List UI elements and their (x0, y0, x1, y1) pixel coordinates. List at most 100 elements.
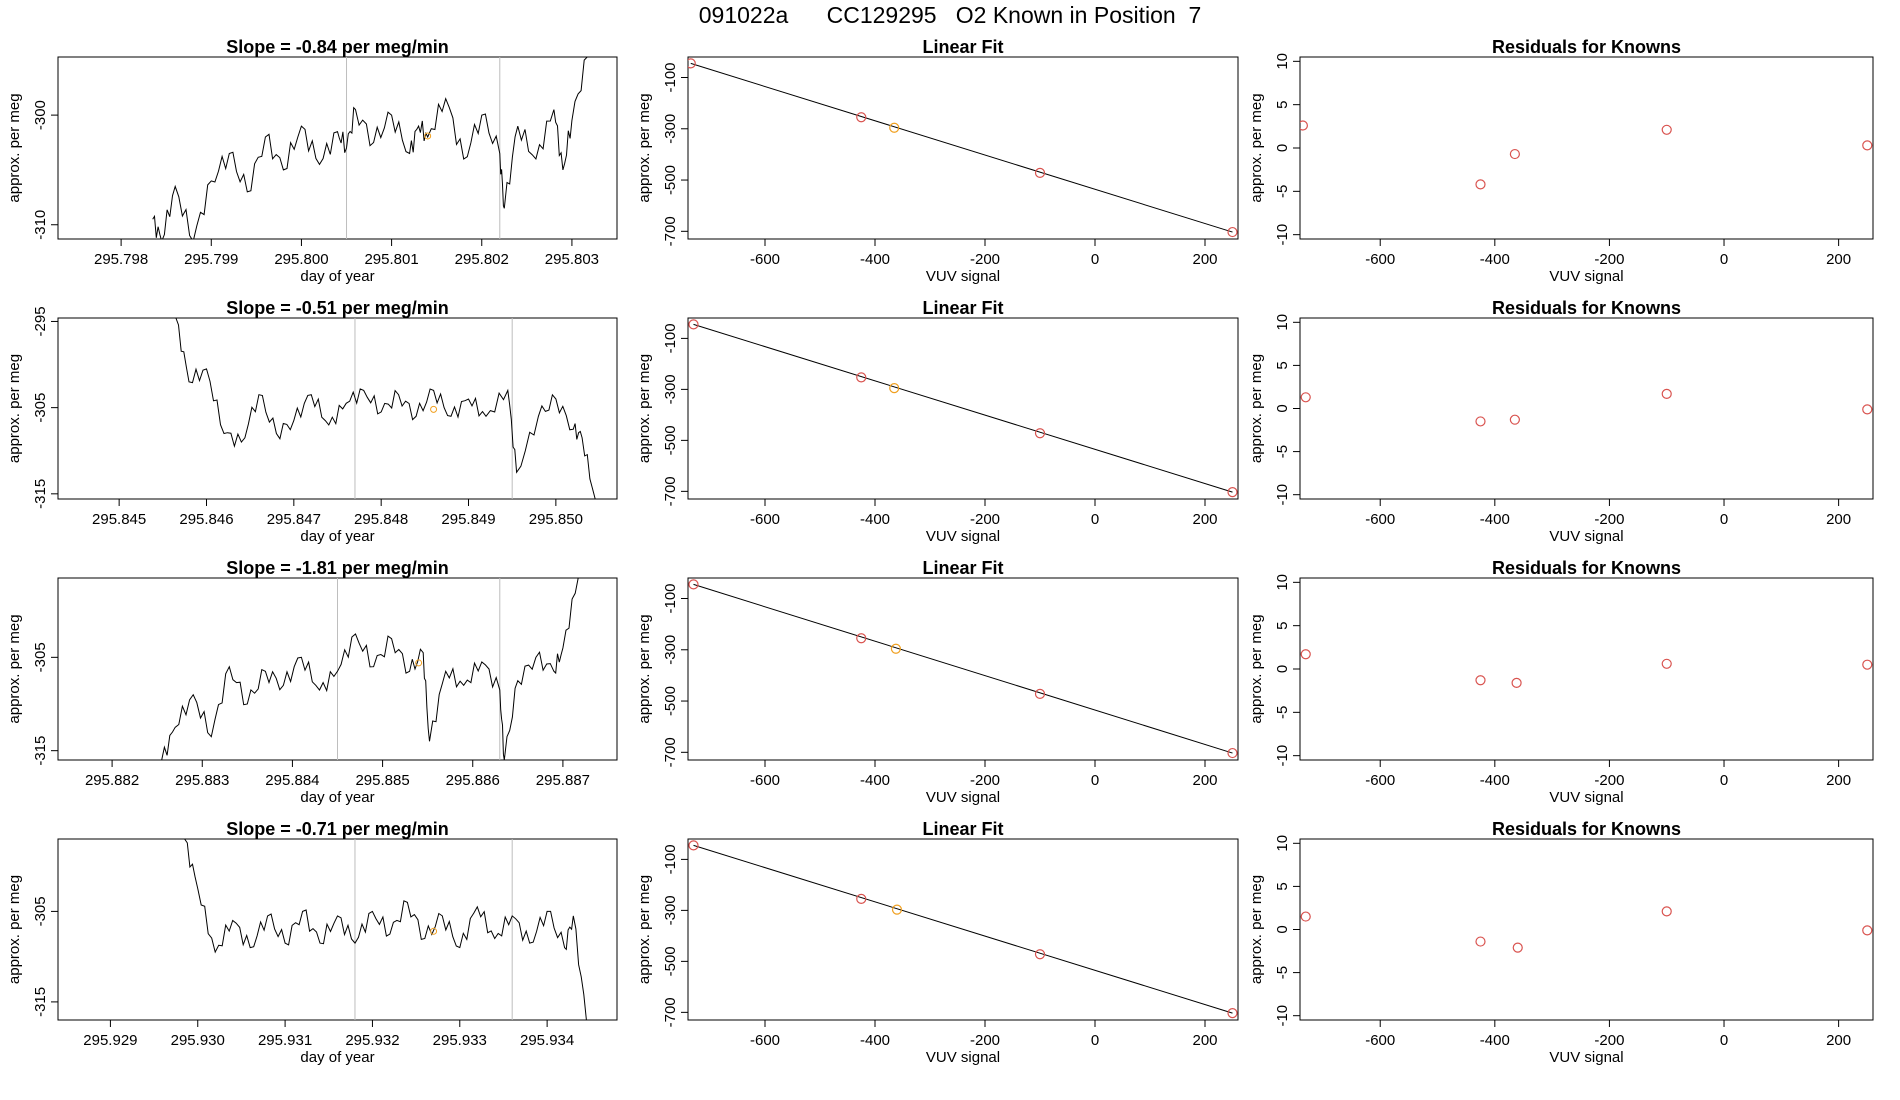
chart-title: Slope = -1.81 per meg/min (226, 558, 449, 578)
chart-title: Linear Fit (922, 819, 1003, 839)
x-tick-label: -200 (970, 511, 1000, 528)
x-tick-label: 0 (1720, 1032, 1728, 1049)
plot-frame (1299, 838, 1874, 1021)
series-line (161, 578, 579, 760)
data-point (1511, 677, 1522, 688)
x-axis-label: VUV signal (1549, 528, 1623, 545)
data-point (889, 383, 900, 394)
data-point (856, 633, 867, 644)
x-tick-label: -400 (860, 251, 890, 268)
y-tick-label: 10 (1274, 314, 1291, 331)
plot-frame (1299, 317, 1874, 500)
y-tick-label: -310 (32, 210, 49, 240)
y-tick-label: -305 (32, 896, 49, 926)
highlight-point (430, 405, 438, 413)
x-tick-label: 200 (1826, 251, 1851, 268)
x-tick-label: -600 (1365, 251, 1395, 268)
y-tick-label: -10 (1274, 745, 1291, 767)
chart-panel-timeseries-2: Slope = -0.51 per meg/min 295.845 295.846 2… (6, 298, 618, 545)
plot-area (1300, 120, 1873, 190)
y-tick-label: -500 (662, 425, 679, 455)
x-tick-label: 0 (1720, 772, 1728, 789)
chart-title: Residuals for Knowns (1492, 819, 1681, 839)
x-tick-label: 295.931 (258, 1032, 312, 1049)
data-point (856, 893, 867, 905)
plot-area (688, 58, 1238, 238)
y-tick-label: -315 (32, 736, 49, 766)
x-tick-label: -400 (1480, 511, 1510, 528)
y-axis-label: approx. per meg (636, 875, 653, 984)
y-tick-label: -100 (662, 583, 679, 613)
data-point (1227, 747, 1238, 759)
x-tick-label: 295.799 (184, 251, 238, 268)
data-point (1862, 140, 1873, 151)
x-tick-label: -200 (970, 772, 1000, 789)
plot-frame (687, 577, 1239, 761)
chart-panel-fit-3: Linear Fit -600 -400 -200 0 200 -100 -300 -500 -7… (636, 558, 1239, 806)
y-tick-label: -500 (662, 686, 679, 716)
y-tick-label: -5 (1274, 185, 1291, 198)
y-tick-label: -700 (662, 476, 679, 506)
chart-panel-timeseries-4: Slope = -0.71 per meg/min 295.929 295.930 2… (6, 819, 618, 1066)
data-point (1300, 649, 1311, 660)
y-tick-label: -100 (662, 62, 679, 92)
plot-area (1300, 388, 1873, 427)
x-axis-label: day of year (300, 1049, 374, 1066)
plot-frame (57, 317, 618, 500)
x-tick-label: -600 (1365, 772, 1395, 789)
data-point (891, 904, 903, 915)
data-point (688, 579, 699, 590)
y-tick-label: -295 (32, 306, 49, 336)
x-axis-label: VUV signal (926, 789, 1000, 806)
chart-panel-timeseries-1: Slope = -0.84 per meg/min 295.798 295.799 2… (6, 37, 618, 285)
x-tick-label: 0 (1720, 511, 1728, 528)
y-tick-label: 0 (1274, 144, 1291, 152)
x-tick-label: 0 (1720, 251, 1728, 268)
x-tick-label: 295.849 (441, 511, 495, 528)
y-tick-label: -305 (32, 642, 49, 672)
plot-area (161, 578, 579, 760)
y-axis-label: approx. per meg (6, 875, 23, 984)
x-tick-label: 200 (1826, 772, 1851, 789)
data-point (1509, 148, 1520, 160)
x-tick-label: 200 (1826, 1032, 1851, 1049)
fit-line (693, 844, 1233, 1014)
x-tick-label: 295.800 (274, 251, 328, 268)
data-point (1475, 936, 1486, 947)
x-axis-label: day of year (300, 789, 374, 806)
y-tick-label: -300 (662, 374, 679, 404)
y-tick-label: -315 (32, 987, 49, 1017)
plot-area (688, 840, 1238, 1019)
y-axis-label: approx. per meg (1248, 614, 1265, 723)
x-tick-label: 295.934 (520, 1032, 574, 1049)
series-line (175, 318, 596, 499)
data-point (1475, 416, 1486, 427)
data-point (1034, 949, 1046, 960)
x-tick-label: 200 (1826, 511, 1851, 528)
x-tick-label: -600 (750, 251, 780, 268)
data-point (688, 840, 699, 851)
chart-title: Linear Fit (922, 298, 1003, 318)
y-axis-label: approx. per meg (1248, 875, 1265, 984)
data-point (1475, 179, 1486, 190)
y-axis-label: approx. per meg (636, 614, 653, 723)
data-point (889, 122, 900, 133)
chart-title: Slope = -0.51 per meg/min (226, 298, 449, 318)
x-axis-label: VUV signal (926, 1049, 1000, 1066)
x-tick-label: 295.798 (94, 251, 148, 268)
plot-area (184, 839, 587, 1020)
data-point (1034, 167, 1046, 178)
data-point (1227, 1008, 1238, 1019)
x-tick-label: 295.882 (85, 772, 139, 789)
data-point (688, 58, 696, 69)
y-axis-label: approx. per meg (6, 354, 23, 463)
data-point (1512, 942, 1523, 953)
fit-line (690, 62, 1233, 233)
chart-title: Residuals for Knowns (1492, 37, 1681, 57)
x-tick-label: -400 (860, 772, 890, 789)
chart-title: Slope = -0.71 per meg/min (226, 819, 449, 839)
x-tick-label: -200 (1594, 1032, 1624, 1049)
data-point (1509, 414, 1520, 425)
data-point (1661, 388, 1672, 399)
x-tick-label: 295.802 (455, 251, 509, 268)
